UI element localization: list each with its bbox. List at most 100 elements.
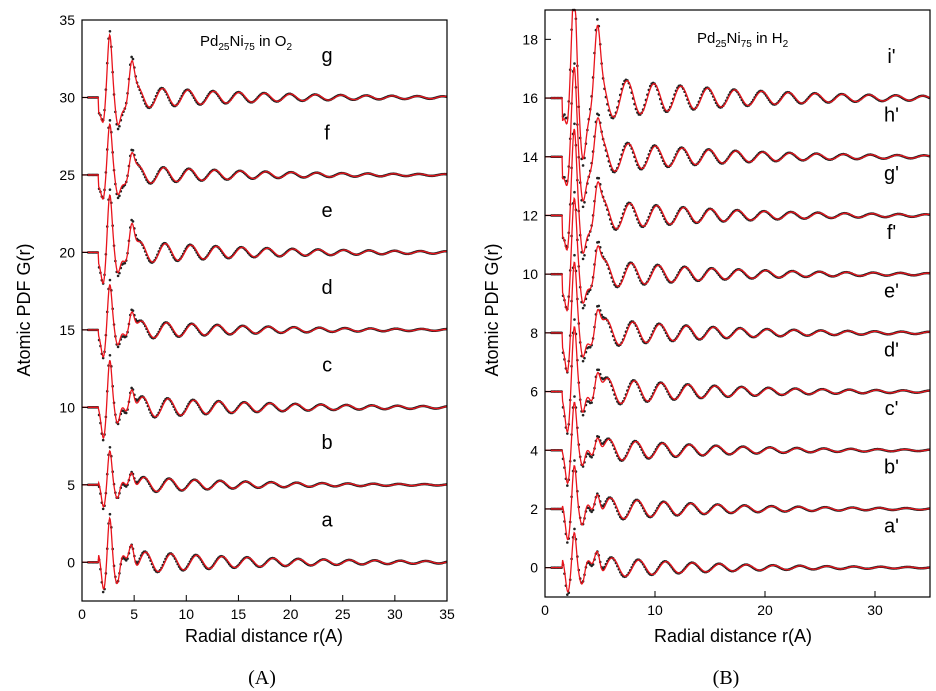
y-tick-label: 14 [522, 149, 538, 165]
curve-label: g' [884, 163, 899, 185]
experimental-data [550, 318, 931, 435]
series-b-1 [545, 459, 931, 544]
model-fit-line [545, 196, 930, 312]
x-tick-label: 30 [867, 602, 883, 618]
data-point [566, 484, 569, 487]
curve-label: b' [884, 457, 899, 479]
panel-a-xlabel: Radial distance r(A) [185, 626, 343, 646]
model-fit-line [545, 531, 930, 593]
model-fit-line [82, 449, 447, 508]
data-point [566, 593, 569, 596]
data-point [573, 527, 576, 531]
y-tick-label: 0 [530, 560, 538, 576]
model-fit-line [82, 32, 447, 126]
panel-b-xlabel: Radial distance r(A) [654, 626, 812, 646]
y-tick-label: 20 [59, 244, 75, 260]
panel-a-ticks: 0 5 10 15 20 25 30 35 0 5 10 15 20 25 30 35 [59, 12, 455, 622]
model-fit-line [545, 261, 930, 374]
caption-b: (B) [713, 667, 740, 689]
panel-a-curve-labels: a b c d e f g [322, 45, 334, 532]
data-point [118, 124, 121, 128]
data-point [573, 318, 576, 321]
panel-a-ylabel: Atomic PDF G(r) [14, 244, 34, 377]
model-fit-line [545, 401, 930, 485]
data-point [116, 196, 120, 200]
data-point [123, 261, 127, 265]
data-point [131, 220, 135, 223]
data-point [108, 445, 112, 449]
y-tick-label: 4 [530, 442, 538, 458]
data-point [108, 512, 112, 516]
caption-a: (A) [248, 667, 276, 689]
series-b-3 [545, 318, 931, 435]
data-point [563, 113, 566, 116]
data-point [131, 309, 135, 312]
data-point [590, 510, 593, 514]
y-tick-label: 18 [522, 31, 538, 47]
series-b-6 [545, 122, 931, 261]
experimental-data [550, 62, 931, 209]
panel-b-curve-labels: a' b' c' d' e' f' g' h' i' [884, 46, 899, 538]
series-a-0 [82, 512, 448, 594]
curve-label: g [322, 45, 333, 67]
y-tick-label: 0 [67, 554, 75, 570]
data-point [596, 492, 599, 496]
curve-label: e [322, 200, 333, 222]
curve-label: f' [887, 222, 896, 244]
curve-label: i' [887, 46, 895, 68]
series-b-4 [545, 253, 931, 374]
data-point [597, 113, 601, 117]
data-point [108, 278, 112, 282]
curve-label: a' [884, 515, 899, 537]
x-tick-label: 15 [231, 606, 247, 622]
y-tick-label: 5 [67, 477, 75, 493]
data-point [116, 345, 120, 349]
y-tick-label: 10 [59, 399, 75, 415]
data-point [587, 452, 591, 456]
data-point [597, 368, 601, 372]
data-point [581, 413, 585, 417]
data-point [116, 274, 120, 278]
x-tick-label: 20 [757, 602, 773, 618]
series-a-4 [82, 188, 448, 285]
x-tick-label: 0 [541, 602, 549, 618]
panel-b-ticks: 0 10 20 30 0 2 4 6 8 10 12 14 16 18 [522, 31, 883, 618]
model-fit-line [82, 284, 447, 358]
experimental-data [550, 122, 931, 261]
data-point [583, 356, 586, 360]
data-point [581, 359, 585, 363]
curve-label: c [322, 355, 332, 377]
model-fit-line [545, 464, 930, 541]
experimental-data [550, 527, 931, 596]
panel-b-ylabel: Atomic PDF G(r) [482, 244, 502, 377]
x-tick-label: 20 [283, 606, 299, 622]
series-a-6 [82, 29, 448, 131]
data-point [566, 432, 569, 435]
y-tick-label: 35 [59, 12, 75, 28]
x-tick-label: 35 [439, 606, 455, 622]
x-tick-label: 30 [387, 606, 403, 622]
data-point [573, 62, 576, 65]
data-point [573, 253, 576, 257]
x-tick-label: 10 [647, 602, 663, 618]
data-point [573, 122, 576, 126]
data-point [101, 438, 105, 442]
data-point [573, 459, 576, 462]
data-point [108, 29, 112, 33]
y-tick-label: 2 [530, 501, 538, 517]
series-b-0 [545, 527, 931, 596]
model-fit-line [82, 359, 447, 440]
series-b-5 [545, 190, 931, 312]
y-tick-label: 16 [522, 90, 538, 106]
data-point [596, 18, 599, 21]
data-point [116, 127, 120, 131]
y-tick-label: 25 [59, 167, 75, 183]
data-point [108, 353, 112, 357]
panel-a-title: Pd25Ni75 in O2 [200, 33, 292, 53]
data-point [583, 253, 586, 257]
curve-label: f [324, 122, 330, 144]
series-b-7 [545, 62, 931, 209]
y-tick-label: 6 [530, 384, 538, 400]
data-point [581, 306, 585, 310]
y-tick-label: 30 [59, 89, 75, 105]
